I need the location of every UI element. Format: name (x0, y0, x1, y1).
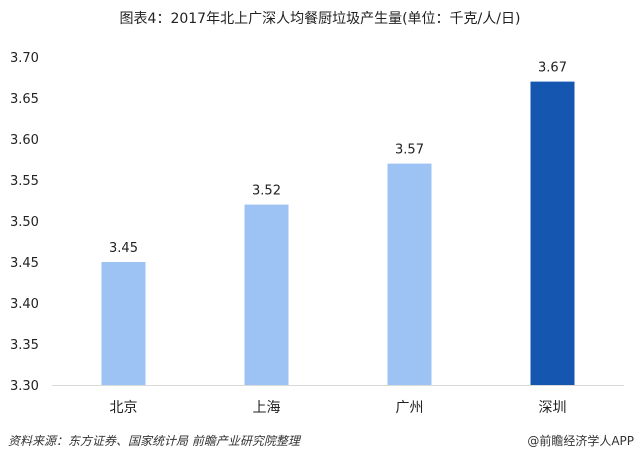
source-note: 资料来源：东方证券、国家统计局 前瞻产业研究院整理 (8, 434, 300, 448)
bar-北京 (101, 262, 146, 385)
x-tick-label: 广州 (396, 400, 424, 416)
x-tick-label: 深圳 (539, 400, 567, 416)
y-tick-label: 3.30 (10, 379, 39, 394)
bar-上海 (244, 204, 289, 385)
y-tick-label: 3.60 (10, 133, 39, 148)
data-label: 3.45 (109, 241, 138, 256)
data-label: 3.67 (538, 61, 567, 76)
y-tick-label: 3.55 (10, 174, 39, 189)
y-tick-label: 3.50 (10, 215, 39, 230)
y-tick-label: 3.65 (10, 92, 39, 107)
y-tick-label: 3.45 (10, 256, 39, 271)
bar-广州 (387, 163, 432, 385)
credit-note: @前瞻经济学人APP (527, 434, 634, 448)
x-tick-label: 上海 (253, 400, 281, 416)
chart-title: 图表4：2017年北上广深人均餐厨垃圾产生量(单位：千克/人/日) (119, 11, 521, 27)
data-label: 3.57 (395, 143, 424, 158)
y-tick-label: 3.35 (10, 338, 39, 353)
y-tick-label: 3.40 (10, 297, 39, 312)
data-label: 3.52 (252, 184, 281, 199)
y-tick-label: 3.70 (10, 51, 39, 66)
bar-深圳 (530, 81, 575, 385)
x-tick-label: 北京 (110, 400, 138, 416)
